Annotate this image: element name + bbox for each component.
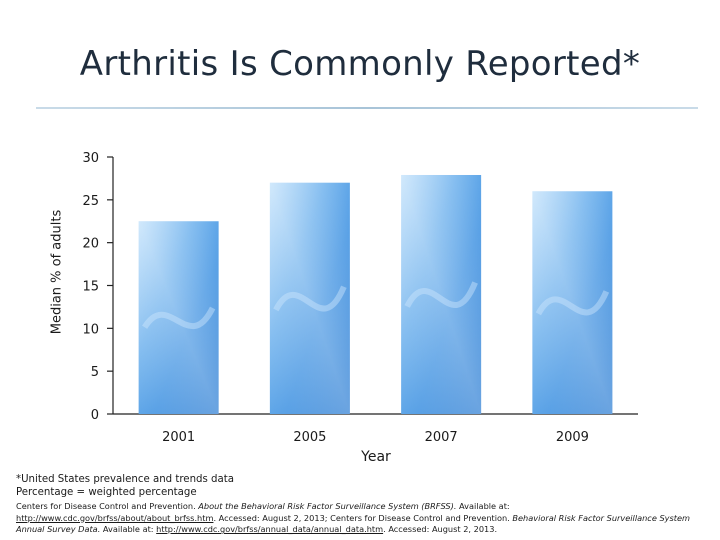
x-tick-label: 2009: [556, 430, 589, 445]
ref2-available: Available at:: [100, 524, 157, 535]
bar-chart: 0 5 10 15 20 25 30 2001 2005 2007 2009 Year: [82, 151, 638, 465]
ref1-link[interactable]: http://www.cdc.gov/brfss/about/about_brf…: [16, 512, 214, 523]
footnote-line-1: *United States prevalence and trends dat…: [16, 474, 234, 485]
bar-texture-2007: [404, 281, 478, 308]
y-axis-label: Median % of adults: [49, 209, 65, 335]
bar-texture-2009: [535, 290, 610, 316]
x-axis-label: Year: [360, 449, 391, 465]
bar-sheen-2009: [532, 191, 613, 414]
bar-texture-2001: [142, 306, 216, 330]
ref2-accessed: . Accessed: August 2, 2013.: [383, 524, 498, 535]
ref2-title: Behavioral Risk Factor Surveillance Syst…: [16, 512, 690, 535]
x-tick-label: 2007: [425, 430, 458, 445]
x-tick-label: 2005: [293, 430, 326, 445]
ref2-link[interactable]: http://www.cdc.gov/brfss/annual_data/ann…: [156, 524, 384, 535]
ref1-prefix: Centers for Disease Control and Preventi…: [16, 501, 199, 511]
bar-sheen-2001: [138, 221, 219, 414]
footnote: *United States prevalence and trends dat…: [16, 473, 234, 499]
bar-sheen-2005: [269, 182, 350, 414]
bar-texture-2005: [273, 285, 347, 312]
y-tick-label: 15: [82, 280, 99, 295]
ref1-accessed: . Accessed: August 2, 2013; Centers for …: [213, 512, 513, 523]
footnote-line-2: Percentage = weighted percentage: [16, 487, 197, 498]
y-tick-label: 10: [82, 322, 99, 337]
title-divider: [36, 107, 698, 109]
y-tick-label: 0: [91, 408, 99, 423]
x-tick-label: 2001: [162, 430, 195, 445]
references: Centers for Disease Control and Preventi…: [16, 501, 706, 536]
slide-title: Arthritis Is Commonly Reported*: [79, 44, 641, 84]
ref1-title: About the Behavioral Risk Factor Surveil…: [198, 501, 457, 511]
bar-sheen-2007: [401, 174, 482, 414]
y-tick-label: 25: [82, 194, 99, 209]
y-tick-label: 5: [91, 365, 99, 380]
y-tick-label: 20: [82, 237, 99, 252]
y-tick-label: 30: [82, 151, 99, 166]
ref1-available: Available at:: [456, 501, 510, 511]
